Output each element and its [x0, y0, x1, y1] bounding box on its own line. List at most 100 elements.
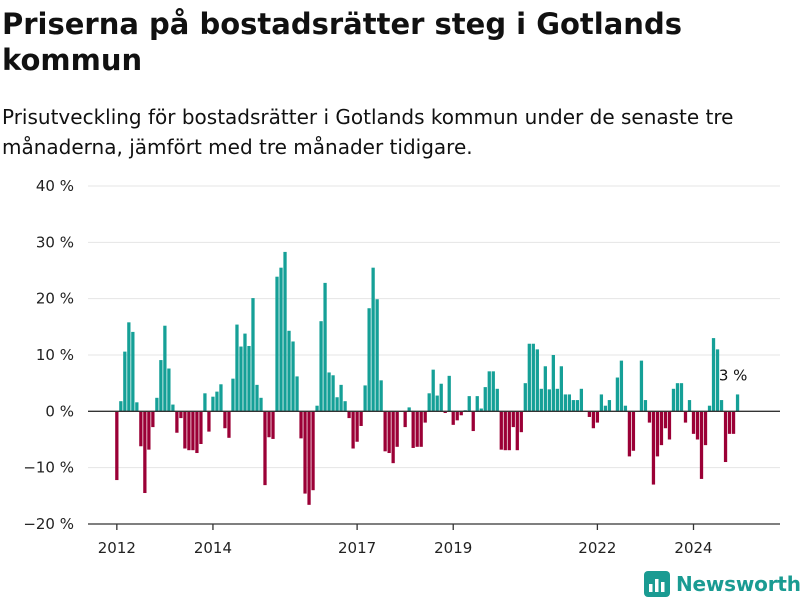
bar: [375, 299, 379, 412]
bar: [147, 411, 151, 450]
bar: [435, 395, 439, 412]
bar: [523, 383, 527, 412]
newsworthy-logo-icon: [644, 571, 670, 597]
bar: [295, 376, 299, 412]
y-tick-label: 40 %: [36, 177, 74, 195]
bar: [503, 411, 507, 451]
bar: [223, 411, 227, 429]
bar: [547, 389, 551, 412]
bar: [247, 345, 251, 412]
bar: [303, 411, 307, 494]
bar: [619, 360, 624, 412]
bar: [567, 394, 571, 412]
bar: [447, 375, 451, 412]
bar: [231, 378, 235, 412]
bar: [323, 282, 327, 412]
bar: [455, 411, 459, 421]
bar: [255, 384, 259, 412]
bar: [187, 411, 191, 451]
bar: [575, 400, 579, 412]
bar: [115, 411, 119, 481]
bar: [515, 411, 519, 451]
bar: [271, 411, 275, 439]
bar: [179, 411, 183, 419]
bar: [727, 411, 732, 434]
bar: [451, 411, 455, 425]
bar: [283, 251, 287, 412]
bar: [651, 411, 656, 485]
bar: [279, 267, 283, 412]
bar: [691, 411, 696, 434]
bar: [163, 325, 167, 412]
bar: [339, 384, 343, 412]
bar: [475, 396, 479, 412]
bar: [319, 321, 323, 412]
bar: [207, 411, 211, 432]
brand-logo: Newsworthy: [644, 568, 800, 600]
bar: [595, 411, 600, 423]
bar: [631, 411, 636, 451]
bar: [347, 411, 351, 419]
bar: [443, 411, 447, 414]
bar: [487, 371, 491, 412]
bar: [667, 411, 672, 440]
bar: [167, 368, 171, 412]
bar: [123, 351, 127, 412]
bar: [119, 401, 123, 412]
bar: [699, 411, 704, 479]
bar: [555, 388, 559, 412]
bar: [359, 411, 363, 426]
bar: [511, 411, 515, 428]
x-tick-label: 2017: [338, 539, 376, 557]
bar: [151, 411, 155, 428]
bars: [115, 251, 740, 505]
bar: [711, 338, 716, 412]
bar: [715, 349, 720, 412]
bar: [351, 411, 355, 449]
bar: [127, 322, 131, 412]
bar: [239, 346, 243, 412]
bar: [643, 400, 648, 412]
bar: [623, 405, 628, 412]
bar: [311, 411, 315, 491]
x-tick-label: 2012: [98, 539, 136, 557]
x-tick-label: 2019: [434, 539, 472, 557]
bar: [411, 411, 415, 448]
bar: [471, 411, 475, 432]
bar: [383, 411, 387, 452]
bar: [579, 388, 584, 412]
bar: [639, 360, 644, 412]
y-tick-label: 20 %: [36, 290, 74, 308]
bar: [139, 411, 143, 447]
bar: [423, 411, 427, 423]
bar: [367, 308, 371, 412]
bar: [175, 411, 179, 433]
bar: [419, 411, 423, 447]
bar: [467, 396, 471, 412]
bar: [527, 343, 531, 412]
bar: [431, 369, 435, 412]
y-tick-label: 10 %: [36, 346, 74, 364]
bar: [551, 355, 555, 412]
bar: [479, 408, 483, 412]
bar: [243, 333, 247, 412]
y-tick-label: −20 %: [23, 515, 74, 533]
bar: [267, 411, 271, 438]
bar: [251, 298, 255, 412]
bar: [599, 394, 604, 412]
bar: [659, 411, 664, 446]
annotation-label: 3 %: [719, 366, 748, 384]
bar: [183, 411, 187, 449]
bar: [627, 411, 632, 457]
bar: [607, 400, 612, 412]
bar: [427, 393, 431, 412]
bar: [287, 330, 291, 412]
bar: [171, 404, 175, 412]
bar: [707, 405, 712, 412]
bar: [731, 411, 736, 434]
bar: [719, 400, 724, 412]
x-tick-label: 2024: [674, 539, 712, 557]
y-tick-label: 30 %: [36, 233, 74, 251]
chart-title: Priserna på bostadsrätter steg i Gotland…: [2, 7, 682, 77]
bar: [531, 343, 535, 412]
